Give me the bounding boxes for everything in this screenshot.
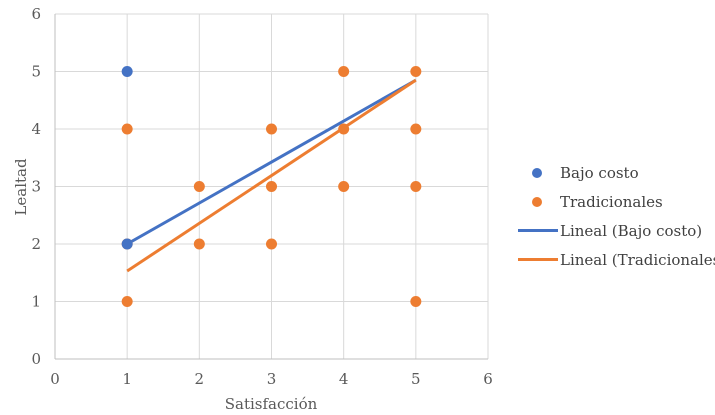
data-point [121,123,133,135]
x-tick-label: 5 [411,370,421,388]
legend-line-stroke [518,257,558,261]
tick-labels: 0 1 2 3 4 5 6 0 1 2 3 4 5 6 [31,5,492,388]
y-tick-label: 5 [31,63,41,81]
legend-item-lineal-bajo-costo: Lineal (Bajo costo) [518,216,715,245]
legend-marker-bajo-costo [518,166,558,180]
legend-item-bajo-costo: Bajo costo [518,158,715,187]
legend-marker-dot [532,196,542,207]
data-point [266,238,277,250]
legend-marker-dot [532,167,542,178]
data-point [121,238,133,250]
x-tick-label: 3 [267,370,277,388]
data-point [410,66,422,77]
legend-label: Lineal (Bajo costo) [560,221,703,240]
x-axis-title: Satisfacción [225,395,318,413]
data-point [266,123,277,135]
legend-line-tradicionales [518,253,558,267]
x-tick-label: 1 [122,370,132,388]
legend: Bajo costo Tradicionales Lineal (Bajo co… [518,158,715,274]
x-tick-label: 2 [195,370,205,388]
data-point [338,66,350,77]
data-point [266,181,277,192]
axes [54,14,488,360]
legend-label: Bajo costo [560,163,639,182]
data-point [193,181,205,192]
data-point [410,181,422,192]
x-tick-label: 6 [483,370,493,388]
trendline [126,78,417,246]
data-point [410,123,422,135]
y-tick-label: 2 [31,235,41,253]
data-point [121,66,133,77]
legend-marker-tradicionales [518,195,558,209]
y-tick-label: 3 [31,178,41,196]
legend-item-lineal-tradicionales: Lineal (Tradicionales) [518,245,715,274]
legend-label: Tradicionales [560,192,663,211]
trendline [126,78,417,273]
y-tick-label: 4 [31,120,41,138]
data-point [338,181,350,192]
data-point [410,296,422,307]
trendlines [126,78,417,273]
legend-line-bajo-costo [518,224,558,238]
data-points [121,66,422,307]
y-axis-title: Lealtad [12,158,30,216]
data-point [338,123,350,135]
x-tick-label: 0 [50,370,60,388]
x-tick-label: 4 [339,370,349,388]
y-tick-label: 6 [31,5,41,23]
legend-line-stroke [518,228,558,232]
data-point [193,238,205,250]
legend-label: Lineal (Tradicionales) [560,250,715,269]
y-tick-label: 0 [31,350,41,368]
y-tick-label: 1 [31,293,41,311]
legend-item-tradicionales: Tradicionales [518,187,715,216]
data-point [121,296,133,307]
